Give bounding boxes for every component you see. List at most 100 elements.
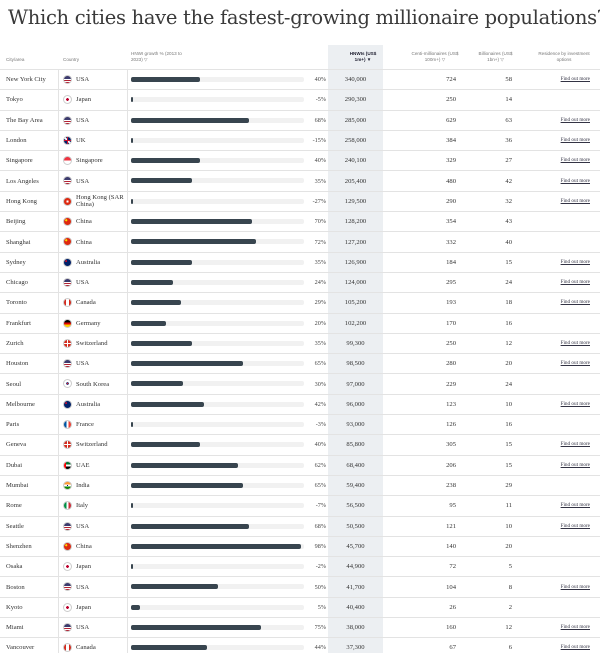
centi-value: 193 [446,299,456,307]
find-out-more-link[interactable]: Find out more [560,157,590,164]
column-divider [127,232,128,252]
find-out-more-link[interactable]: Find out more [560,522,590,529]
hnwi-value: 68,400 [346,461,365,469]
find-out-more-link[interactable]: Find out more [560,299,590,306]
growth-percent: 35% [314,258,326,266]
city-name: Hong Kong [6,197,37,205]
find-out-more-link[interactable]: Find out more [560,197,590,204]
city-name: Dubai [6,461,23,469]
header-growth-label: HNWI growth % (2013 to 2023) [131,51,182,62]
find-out-more-link[interactable]: Find out more [560,400,590,407]
find-out-more-link[interactable]: Find out more [560,644,590,651]
header-residence: Residence by investment options [538,51,590,62]
centi-value: 160 [446,624,456,632]
find-out-more-link[interactable]: Find out more [560,177,590,184]
city-name: New York City [6,76,46,84]
country-name: USA [76,116,90,124]
header-country[interactable]: Country [63,57,80,62]
column-divider [58,435,59,455]
hnwi-value: 99,300 [346,340,365,347]
city-name: Boston [6,583,25,591]
growth-bar [131,259,192,265]
growth-bar-track [131,584,304,590]
centi-value: 95 [449,502,456,510]
find-out-more-link[interactable]: Find out more [560,116,590,123]
find-out-more-link[interactable]: Find out more [560,258,590,265]
growth-percent: 29% [314,299,326,307]
column-divider [127,618,128,638]
centi-value: 480 [446,177,456,185]
growth-percent: 72% [314,238,326,246]
find-out-more-link[interactable]: Find out more [560,340,590,346]
centi-value: 280 [446,360,456,368]
column-divider [58,415,59,435]
city-name: Rome [6,502,22,510]
growth-percent: 62% [314,461,326,469]
header-hnwi[interactable]: HNWIs (US$ 1m+) ▼ [348,51,378,63]
hnwi-value: 340,000 [344,76,367,84]
billionaires-value: 63 [505,116,512,124]
hnwi-value: 44,900 [346,563,365,571]
column-divider [127,435,128,455]
country-name: Switzerland [76,340,108,347]
find-out-more-link[interactable]: Find out more [560,461,590,468]
city-name: London [6,137,27,145]
find-out-more-link[interactable]: Find out more [560,76,590,83]
find-out-more-link[interactable]: Find out more [560,583,590,590]
billionaires-value: 42 [505,177,512,185]
table-row: Frankfurt Germany 20% 102,200 170 16 [0,312,600,333]
hnwi-value: 45,700 [346,542,365,550]
city-name: Houston [6,360,29,368]
find-out-more-link[interactable]: Find out more [560,624,590,631]
country-name: USA [76,624,90,632]
hnwi-value: 37,300 [346,644,365,652]
country-name: Canada [76,299,96,307]
centi-value: 329 [446,157,456,165]
table-row: Dubai UAE 62% 68,400 206 15 Find out more [0,454,600,475]
column-divider [127,597,128,618]
billionaires-value: 15 [505,258,512,266]
country-name: Japan [76,563,92,571]
hnwi-value: 102,200 [344,319,367,327]
column-divider [127,151,128,171]
find-out-more-link[interactable]: Find out more [560,360,590,367]
find-out-more-link[interactable]: Find out more [560,441,590,448]
table-body: New York City USA 40% 340,000 724 58 Find out … [0,69,600,653]
growth-percent: 35% [314,340,326,347]
centi-value: 295 [446,279,456,287]
flag-us-icon [63,582,72,592]
growth-bar [131,279,173,285]
hnwi-value: 98,500 [346,360,365,368]
country-name: Hong Kong (SAR China) [76,194,124,209]
city-name: Seattle [6,522,24,530]
column-divider [58,272,59,293]
centi-value: 126 [446,421,456,429]
centi-value: 121 [446,522,456,530]
city-name: Vancouver [6,644,35,652]
city-name: Toronto [6,299,27,307]
header-growth[interactable]: HNWI growth % (2013 to 2023) ▽ [131,51,191,63]
column-divider [58,252,59,272]
find-out-more-link[interactable]: Find out more [560,502,590,509]
growth-bar-track [131,198,304,204]
table-row: London UK -15% 258,000 384 36 Find out more [0,129,600,151]
column-divider [58,171,59,191]
growth-bar [131,97,133,103]
growth-percent: -5% [315,96,326,104]
header-city[interactable]: City/area [6,57,25,62]
city-name: Tokyo [6,96,23,104]
header-centi[interactable]: Centi-millionaires (US$ 100m+) ▽ [410,51,460,63]
column-divider [127,333,128,354]
header-billionaires[interactable]: Billionaires (US$ 1bn+) ▽ [478,51,513,63]
city-name: Paris [6,421,20,429]
find-out-more-link[interactable]: Find out more [560,137,590,144]
country-name: Italy [76,502,89,510]
find-out-more-link[interactable]: Find out more [560,279,590,286]
city-name: Seoul [6,380,22,388]
column-divider [127,90,128,110]
growth-bar-track [131,117,304,123]
column-divider [127,557,128,577]
growth-percent: -7% [315,502,326,510]
growth-percent: 68% [314,522,326,530]
growth-bar [131,300,182,306]
